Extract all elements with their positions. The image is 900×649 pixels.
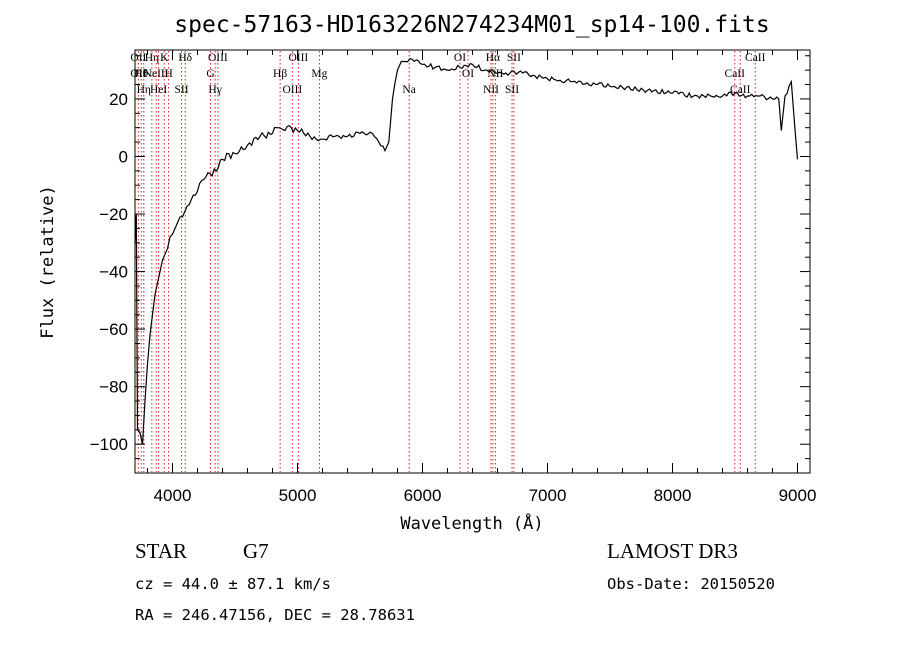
chart-title: spec-57163-HD163226N274234M01_sp14-100.f… [174,12,769,38]
y-tick-label: 20 [109,90,128,109]
plot-frame [134,49,811,474]
line-marker-label: NII [487,68,503,80]
sky-coordinates: RA = 246.47156, DEC = 28.78631 [135,606,415,624]
line-marker-label: OI [462,68,474,80]
line-marker-label: Hθ [134,68,148,80]
line-marker-label: CaII [725,68,746,80]
line-marker-label: OII [130,68,146,80]
x-tick-label: 6000 [404,486,442,505]
x-tick-label: 7000 [529,486,567,505]
y-tick-label: −80 [99,378,128,397]
y-axis-label: Flux (relative) [38,185,58,339]
line-marker-label: SII [505,84,519,96]
y-tick-label: −40 [99,263,128,282]
line-marker-label: OIII [208,52,228,64]
line-marker-label: SII [174,84,188,96]
line-marker-label: NeIII [144,68,169,80]
y-tick-label: 0 [119,147,128,166]
x-tick-label: 8000 [654,486,692,505]
line-marker-label: Hη [145,52,159,64]
y-tick-label: −20 [99,205,128,224]
line-marker-label: Mg [311,68,327,80]
y-tick-label: −60 [99,320,128,339]
line-marker-label: H [164,68,172,80]
redshift-velocity: cz = 44.0 ± 87.1 km/s [135,575,331,593]
x-tick-label: 4000 [154,486,192,505]
line-marker-label: CaII [730,84,751,96]
x-axis-label: Wavelength (Å) [400,512,543,534]
line-marker-label: G [206,68,214,80]
y-tick-label: −100 [90,435,128,454]
line-marker-label: OII [130,52,146,64]
line-marker-label: OIII [288,52,308,64]
line-marker-label: Hδ [178,52,192,64]
line-marker-label: OIII [282,84,302,96]
line-marker-label: SII [507,52,521,64]
x-tick-label: 9000 [779,486,817,505]
emission-line-labels: OIIOIIHθHηHηNeIIIHeIKHSIIHδGHγOIIIHβOIII… [130,52,765,96]
x-tick-label: 5000 [279,486,317,505]
emission-line-markers [137,51,756,472]
line-marker-label: NII [483,84,499,96]
axis-ticks: 4000 5000 6000 7000 8000 9000 −100 −80 −60 −40 −20… [90,50,817,505]
object-subclass: G7 [243,539,269,563]
spectrum-series-line [134,57,799,445]
line-marker-label: Hη [137,84,151,96]
line-marker-label: OI [454,52,466,64]
survey-name: LAMOST DR3 [607,539,738,563]
line-marker-label: HeI [150,84,167,96]
line-marker-label: K [160,52,169,64]
line-marker-label: Hγ [208,84,221,96]
line-marker-label: CaII [745,52,766,64]
line-marker-label: Na [402,84,415,96]
object-class: STAR [135,539,187,563]
observation-date: Obs-Date: 20150520 [607,575,775,593]
line-marker-label: Hβ [273,68,287,80]
line-marker-label: Hα [486,52,500,64]
